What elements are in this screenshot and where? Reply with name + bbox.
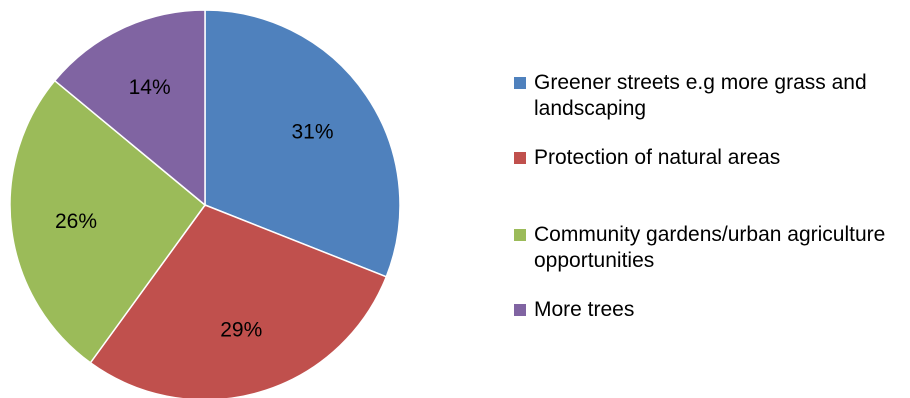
legend-label-more-trees: More trees bbox=[534, 298, 635, 321]
legend-swatch-greener-streets bbox=[514, 77, 526, 89]
legend-item-community-gardens: Community gardens/urban agriculture oppo… bbox=[514, 222, 906, 274]
pie-slice-more-trees bbox=[53, 9, 206, 207]
pie-slice-protection-natural-areas bbox=[89, 204, 388, 398]
legend-label-protection-natural-areas: Protection of natural areas bbox=[534, 146, 781, 169]
pie-slice-greener-streets bbox=[204, 9, 401, 278]
pie-plot-area: 31% 29% 26% 14% bbox=[9, 9, 401, 398]
legend-swatch-protection-natural-areas bbox=[514, 152, 526, 164]
data-label-community-gardens: 26% bbox=[55, 210, 97, 233]
legend-swatch-more-trees bbox=[514, 304, 526, 316]
legend-item-protection-natural-areas: Protection of natural areas bbox=[514, 145, 906, 171]
legend-swatch-community-gardens bbox=[514, 229, 526, 241]
legend-item-greener-streets: Greener streets e.g more grass and lands… bbox=[514, 70, 906, 122]
data-label-more-trees: 14% bbox=[129, 76, 171, 99]
legend-item-more-trees: More trees bbox=[514, 297, 906, 323]
legend-label-greener-streets: Greener streets e.g more grass and lands… bbox=[534, 71, 867, 120]
data-label-greener-streets: 31% bbox=[292, 120, 334, 143]
data-label-protection-natural-areas: 29% bbox=[220, 318, 262, 341]
pie-slice-community-gardens bbox=[9, 79, 207, 364]
legend-label-community-gardens: Community gardens/urban agriculture oppo… bbox=[534, 223, 886, 272]
